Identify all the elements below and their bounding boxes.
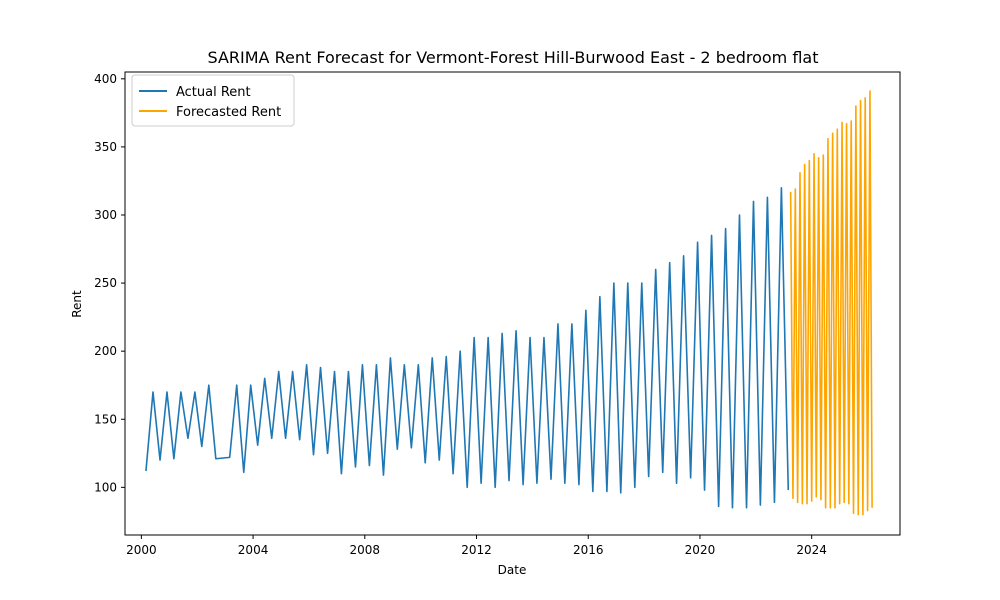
x-axis-label: Date (498, 563, 527, 577)
x-tick-label-2004: 2004 (238, 543, 269, 557)
x-tick-label-2024: 2024 (796, 543, 827, 557)
legend: Actual Rent Forecasted Rent (131, 74, 295, 127)
plot-area (145, 90, 873, 516)
x-tick-label-2020: 2020 (685, 543, 716, 557)
series-line-forecasted-rent (789, 90, 873, 516)
x-tick-label-2000: 2000 (126, 543, 157, 557)
legend-box (131, 74, 295, 127)
x-axis: 2000 2004 2008 2012 2016 2020 2024 (126, 535, 827, 557)
series-line-actual-rent (145, 186, 790, 509)
y-tick-label-100: 100 (94, 480, 117, 494)
plot-frame (124, 71, 901, 536)
x-tick-label-2016: 2016 (573, 543, 604, 557)
y-tick-label-400: 400 (94, 72, 117, 86)
x-tick-label-2012: 2012 (461, 543, 492, 557)
y-tick-label-200: 200 (94, 344, 117, 358)
legend-label-forecasted-rent: Forecasted Rent (176, 105, 281, 120)
y-tick-label-350: 350 (94, 140, 117, 154)
y-tick-label-250: 250 (94, 276, 117, 290)
y-tick-label-150: 150 (94, 412, 117, 426)
y-axis: 100 150 200 250 300 350 400 (94, 72, 125, 494)
chart-title: SARIMA Rent Forecast for Vermont-Forest … (208, 48, 819, 67)
x-tick-label-2008: 2008 (350, 543, 381, 557)
y-tick-label-300: 300 (94, 208, 117, 222)
legend-label-actual-rent: Actual Rent (176, 85, 251, 100)
y-axis-label: Rent (70, 290, 84, 318)
